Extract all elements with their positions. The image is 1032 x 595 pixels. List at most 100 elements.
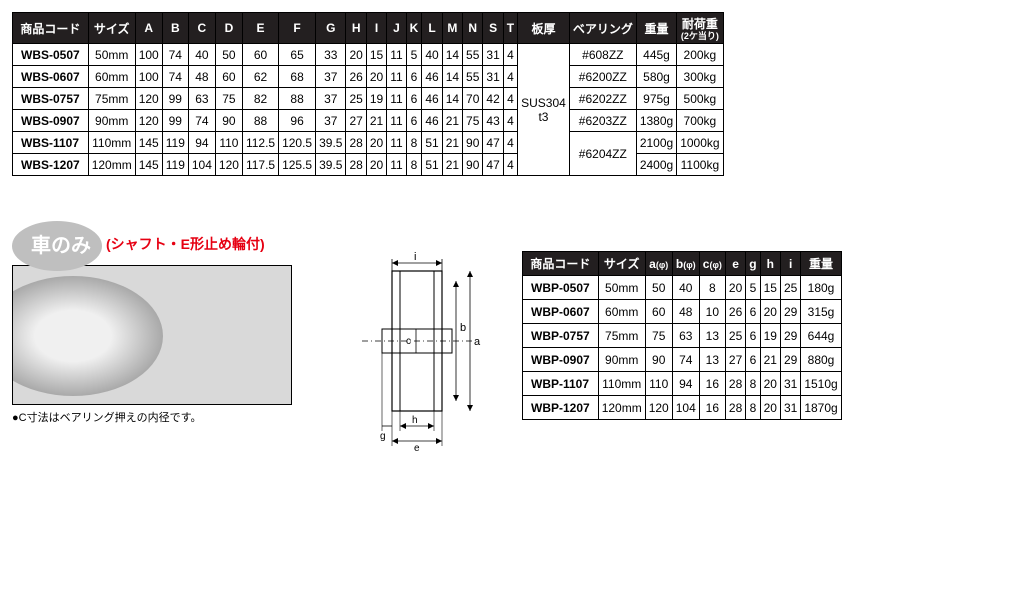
cell: 62 <box>242 66 278 88</box>
cell: 4 <box>503 66 517 88</box>
cell: 63 <box>188 88 215 110</box>
cell: 975g <box>636 88 676 110</box>
cell: 110 <box>645 372 672 396</box>
cell: 125.5 <box>279 154 316 176</box>
dimension-diagram: i a b c g h e <box>322 251 522 451</box>
cell: WBS-0507 <box>13 44 89 66</box>
cell: 120 <box>645 396 672 420</box>
product-photo <box>12 265 292 405</box>
cell: 40 <box>188 44 215 66</box>
cell: 1380g <box>636 110 676 132</box>
table-row: WBP-1107110mm110941628820311510g <box>523 372 842 396</box>
wheel-only-section: 車のみ (シャフト・E形止め輪付) ●C寸法はベアリング押えの内径です。 i <box>12 221 1020 451</box>
cell: 50mm <box>88 44 135 66</box>
table-row: WBP-090790mm9074132762129880g <box>523 348 842 372</box>
th-load-label: 耐荷重 <box>682 17 718 31</box>
th-H: H <box>346 13 366 44</box>
cell: 37 <box>316 66 346 88</box>
th-S: S <box>483 13 503 44</box>
table-row: WBS-075775mm1209963758288372519116461470… <box>13 88 724 110</box>
cell: 6 <box>746 300 760 324</box>
cell: 26 <box>725 300 745 324</box>
cell: 5 <box>406 44 422 66</box>
cell: 8 <box>746 396 760 420</box>
th2-e: e <box>725 252 745 276</box>
cell: 2100g <box>636 132 676 154</box>
th-load-sub: (2ケ当り) <box>680 32 719 41</box>
cell: 55 <box>463 44 483 66</box>
cell: 8 <box>746 372 760 396</box>
cell: 14 <box>442 44 462 66</box>
cell: 50mm <box>598 276 645 300</box>
cell: 70 <box>463 88 483 110</box>
cell: 8 <box>699 276 725 300</box>
cell: 11 <box>387 132 406 154</box>
cell: 11 <box>387 66 406 88</box>
cell: 31 <box>483 66 503 88</box>
cell: 40 <box>672 276 699 300</box>
photo-wheel-icon <box>12 276 163 396</box>
bearing-cell: #6203ZZ <box>569 110 636 132</box>
cell: 4 <box>503 44 517 66</box>
cell: 4 <box>503 110 517 132</box>
cell: 15 <box>366 44 386 66</box>
cell: 28 <box>725 396 745 420</box>
spec-table-wbp: 商品コード サイズ a(φ) b(φ) c(φ) e g h i 重量 WBP-… <box>522 251 842 420</box>
th2-code: 商品コード <box>523 252 599 276</box>
table-row: WBS-090790mm1209974908896372721116462175… <box>13 110 724 132</box>
cell: 74 <box>162 44 188 66</box>
cell: 120mm <box>598 396 645 420</box>
cell: 47 <box>483 154 503 176</box>
cell: 29 <box>780 300 800 324</box>
cell: 94 <box>188 132 215 154</box>
cell: 20 <box>725 276 745 300</box>
cell: 99 <box>162 88 188 110</box>
th2-h: h <box>760 252 780 276</box>
cell: 28 <box>725 372 745 396</box>
cell: 119 <box>162 154 188 176</box>
cell: 8 <box>406 132 422 154</box>
cell: 99 <box>162 110 188 132</box>
cell: 11 <box>387 88 406 110</box>
cell: 74 <box>162 66 188 88</box>
cell: 110mm <box>88 132 135 154</box>
spec-table-wbs: 商品コード サイズ A B C D E F G H I J K L M N S … <box>12 12 724 176</box>
cell: 4 <box>503 154 517 176</box>
cell: WBS-0607 <box>13 66 89 88</box>
cell: 39.5 <box>316 154 346 176</box>
dim-c: c <box>406 336 411 347</box>
th-plate: 板厚 <box>518 13 570 44</box>
table-row: WBP-1207120mm1201041628820311870g <box>523 396 842 420</box>
cell: 120 <box>215 154 242 176</box>
dim-g: g <box>380 431 386 442</box>
cell: 96 <box>279 110 316 132</box>
cell: 28 <box>346 154 366 176</box>
cell: 15 <box>760 276 780 300</box>
cell: 700kg <box>677 110 723 132</box>
th-A: A <box>135 13 162 44</box>
cell: 120 <box>135 110 162 132</box>
spec-table-wbp-wrap: 商品コード サイズ a(φ) b(φ) c(φ) e g h i 重量 WBP-… <box>522 251 842 420</box>
th2-size: サイズ <box>598 252 645 276</box>
cell: 100 <box>135 44 162 66</box>
th2-weight: 重量 <box>801 252 841 276</box>
cell: 20 <box>346 44 366 66</box>
plate-thickness-cell: SUS304t3 <box>518 44 570 176</box>
cell: 20 <box>366 154 386 176</box>
bearing-cell: #6204ZZ <box>569 132 636 176</box>
diagram-svg: i a b c g h e <box>322 251 522 451</box>
cell: 75mm <box>88 88 135 110</box>
cell: 1100kg <box>677 154 723 176</box>
cell: 16 <box>699 396 725 420</box>
table-row: WBS-1107110mm14511994110112.5120.539.528… <box>13 132 724 154</box>
cell: 20 <box>760 396 780 420</box>
cell: 46 <box>422 88 442 110</box>
cell: 60 <box>242 44 278 66</box>
cell: 42 <box>483 88 503 110</box>
cell: WBP-0907 <box>523 348 599 372</box>
cell: 51 <box>422 154 442 176</box>
cell: 145 <box>135 154 162 176</box>
th-F: F <box>279 13 316 44</box>
cell: WBP-0757 <box>523 324 599 348</box>
cell: 90 <box>215 110 242 132</box>
